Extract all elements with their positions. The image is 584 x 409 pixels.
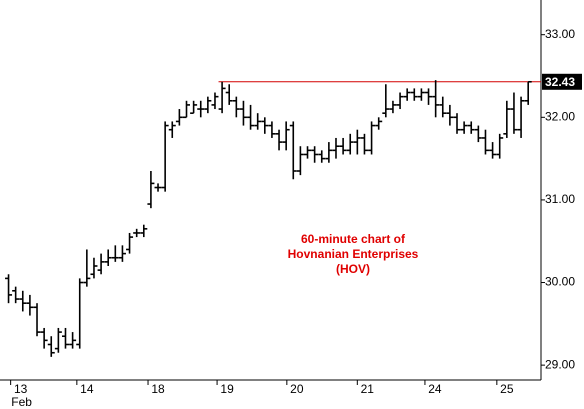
x-tick-label: 20 — [290, 382, 304, 396]
x-sublabel: Feb — [11, 395, 32, 409]
y-tick-label: 30.00 — [545, 275, 575, 289]
x-tick-label: 21 — [361, 382, 375, 396]
annotation: (HOV) — [336, 262, 370, 276]
x-tick-label: 14 — [80, 382, 94, 396]
y-tick-label: 33.00 — [545, 27, 575, 41]
x-tick-label: 19 — [220, 382, 234, 396]
x-tick-label: 13 — [14, 382, 28, 396]
annotation: 60-minute chart of — [301, 232, 406, 246]
annotation: Hovnanian Enterprises — [288, 247, 419, 261]
y-tick-label: 32.00 — [545, 109, 575, 123]
x-tick-label: 18 — [151, 382, 165, 396]
x-tick-label: 24 — [428, 382, 442, 396]
x-tick-label: 25 — [500, 382, 514, 396]
price-box — [542, 73, 582, 90]
price-label: 32.43 — [545, 75, 575, 89]
y-tick-label: 29.00 — [545, 357, 575, 371]
y-tick-label: 31.00 — [545, 192, 575, 206]
